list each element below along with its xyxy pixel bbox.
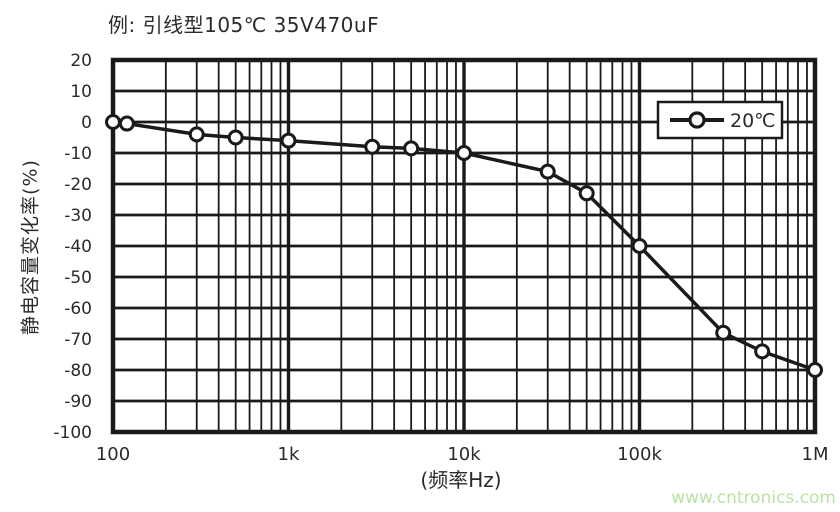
x-axis-title: (频率Hz) (420, 468, 502, 492)
y-tick-label: -90 (64, 392, 92, 412)
y-tick-label: -100 (53, 423, 92, 443)
y-tick-label: -30 (64, 206, 92, 226)
data-point-marker (807, 362, 823, 378)
y-tick-label: -80 (64, 361, 92, 381)
y-tick-label: -10 (64, 144, 92, 164)
x-tick-label: 1k (278, 444, 300, 465)
watermark-text: www.cntronics.com (671, 488, 836, 508)
data-point-marker (456, 145, 472, 161)
data-point-marker (118, 115, 135, 132)
data-point-marker (280, 132, 297, 149)
data-point-marker (578, 185, 595, 202)
legend-marker-icon (688, 111, 706, 129)
chart-title: 例: 引线型105℃ 35V470uF (108, 13, 380, 37)
y-tick-label: -60 (64, 299, 92, 319)
y-tick-label: 10 (70, 82, 92, 102)
y-tick-label: -70 (64, 330, 92, 350)
x-tick-label: 1M (802, 444, 829, 465)
data-point-marker (364, 138, 381, 155)
y-tick-label: 20 (70, 51, 92, 71)
x-tick-label: 10k (447, 444, 481, 465)
data-point-marker (754, 343, 771, 360)
data-point-marker (105, 114, 121, 130)
x-tick-label: 100 (96, 444, 130, 465)
y-tick-label: 0 (81, 113, 92, 133)
data-point-marker (227, 129, 244, 146)
data-point-marker (188, 126, 205, 143)
y-tick-label: -50 (64, 268, 92, 288)
y-tick-label: -20 (64, 175, 92, 195)
data-point-marker (539, 163, 556, 180)
y-tick-label: -40 (64, 237, 92, 257)
plot-border (110, 57, 818, 435)
x-tick-label: 100k (617, 444, 662, 465)
data-point-marker (631, 238, 648, 254)
data-point-marker (715, 324, 732, 341)
data-point-marker (403, 140, 420, 157)
legend-label: 20℃ (730, 110, 776, 132)
